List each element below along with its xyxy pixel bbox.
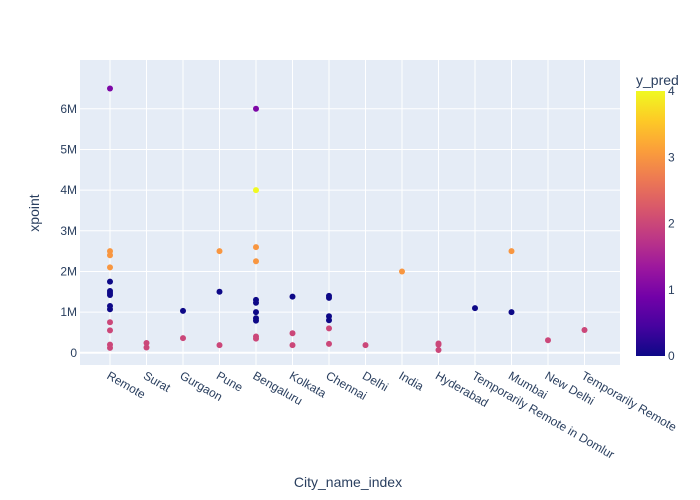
colorbar: y_pred 0 1 2 3 4	[636, 72, 679, 363]
colorbar-gradient	[636, 91, 665, 356]
y-tick-label: 1M	[60, 305, 77, 319]
x-tick-label: Chennai	[324, 368, 370, 402]
data-point[interactable]	[143, 340, 150, 347]
y-axis-title: xpoint	[26, 194, 42, 231]
y-tick-label: 2M	[60, 264, 77, 278]
data-point[interactable]	[253, 309, 259, 316]
data-point[interactable]	[107, 327, 113, 334]
data-point[interactable]	[107, 292, 113, 299]
x-tick-label: Remote	[105, 368, 149, 401]
data-point[interactable]	[289, 293, 296, 300]
data-point[interactable]	[107, 278, 113, 285]
data-point[interactable]	[107, 306, 113, 313]
data-point[interactable]	[107, 252, 113, 259]
data-point[interactable]	[253, 258, 259, 265]
x-axis-title: City_name_index	[294, 474, 402, 490]
y-tick-label: 6M	[60, 102, 77, 116]
data-point[interactable]	[107, 264, 113, 271]
colorbar-title: y_pred	[636, 72, 679, 88]
data-point[interactable]	[107, 344, 113, 351]
data-point[interactable]	[253, 187, 259, 194]
data-point[interactable]	[253, 105, 259, 112]
data-point[interactable]	[326, 317, 332, 324]
x-tick-label: Temporarily Remote	[579, 368, 679, 434]
data-point[interactable]	[253, 299, 259, 306]
colorbar-tick-label: 3	[668, 150, 675, 164]
y-tick-label: 4M	[60, 183, 77, 197]
data-point[interactable]	[435, 346, 442, 353]
data-point[interactable]	[289, 330, 296, 337]
data-point[interactable]	[326, 340, 332, 347]
data-point[interactable]	[216, 342, 223, 349]
colorbar-tick-label: 1	[668, 283, 675, 297]
colorbar-tick-label: 2	[668, 217, 675, 231]
data-point[interactable]	[253, 335, 259, 342]
data-point[interactable]	[107, 319, 113, 326]
data-point[interactable]	[216, 288, 223, 295]
plot-background	[80, 60, 620, 365]
data-point[interactable]	[253, 244, 259, 251]
y-tick-label: 5M	[60, 142, 77, 156]
data-point[interactable]	[107, 85, 113, 92]
data-points	[107, 85, 588, 353]
data-point[interactable]	[216, 248, 223, 255]
data-point[interactable]	[326, 325, 332, 332]
data-point[interactable]	[180, 335, 186, 342]
colorbar-tick-label: 0	[668, 349, 675, 363]
data-point[interactable]	[253, 317, 259, 324]
data-point[interactable]	[435, 341, 442, 348]
data-point[interactable]	[326, 294, 332, 301]
x-tick-label: India	[397, 368, 427, 393]
y-axis-ticks: 0 1M 2M 3M 4M 5M 6M	[60, 102, 77, 360]
y-tick-label: 3M	[60, 224, 77, 238]
y-tick-label: 0	[70, 346, 77, 360]
colorbar-tick-label: 4	[668, 84, 675, 98]
data-point[interactable]	[472, 305, 478, 312]
data-point[interactable]	[508, 248, 515, 255]
data-point[interactable]	[180, 307, 186, 314]
data-point[interactable]	[581, 327, 588, 334]
data-point[interactable]	[362, 342, 369, 349]
data-point[interactable]	[399, 268, 405, 275]
grid-lines	[80, 60, 620, 365]
data-point[interactable]	[508, 309, 515, 316]
data-point[interactable]	[289, 342, 296, 349]
data-point[interactable]	[143, 344, 150, 351]
data-point[interactable]	[545, 337, 551, 344]
